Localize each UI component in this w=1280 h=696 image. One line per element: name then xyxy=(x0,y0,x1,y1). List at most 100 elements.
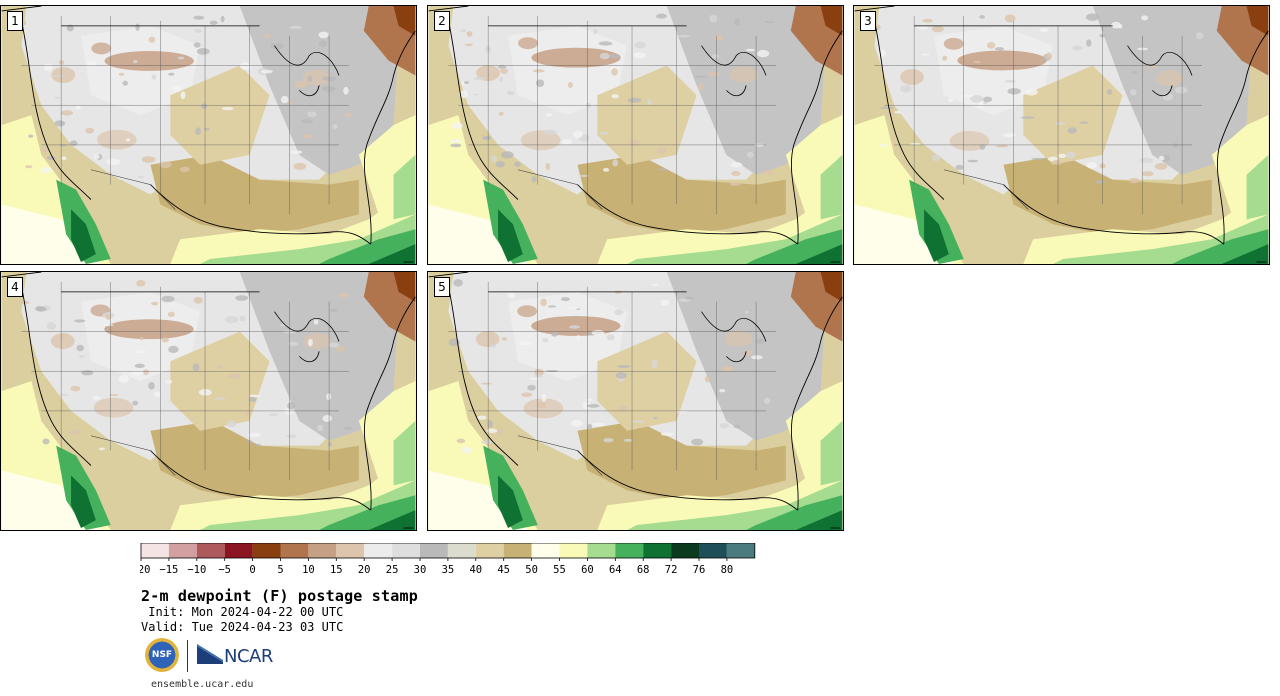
colorbar-tick-label: 35 xyxy=(442,564,455,576)
texture-speckle xyxy=(126,138,131,142)
texture-speckle xyxy=(461,446,472,454)
texture-speckle xyxy=(531,175,537,183)
texture-speckle xyxy=(132,400,139,406)
texture-speckle xyxy=(285,101,292,105)
texture-speckle xyxy=(587,404,600,408)
texture-speckle xyxy=(1052,159,1062,165)
texture-speckle xyxy=(691,438,704,446)
texture-speckle xyxy=(922,18,933,23)
texture-speckle xyxy=(177,56,185,60)
texture-speckle xyxy=(473,76,486,81)
texture-speckle xyxy=(132,59,138,64)
mexico-humid-region xyxy=(483,445,538,530)
texture-speckle xyxy=(660,432,674,436)
southern-tan-region xyxy=(1003,154,1212,235)
texture-speckle xyxy=(153,391,161,398)
texture-speckle xyxy=(647,98,652,106)
texture-speckle xyxy=(1086,13,1100,21)
texture-speckle xyxy=(290,150,303,154)
valid-time: Valid: Tue 2024-04-23 03 UTC xyxy=(141,620,344,634)
northeast-very-dry-corner xyxy=(393,272,416,302)
texture-speckle xyxy=(745,48,756,52)
texture-speckle xyxy=(571,419,583,427)
texture-speckle xyxy=(536,402,546,409)
ncar-logo-text: NCAR xyxy=(224,646,273,667)
colorbar-tick-label: 68 xyxy=(637,564,650,576)
texture-speckle xyxy=(878,143,888,147)
postage-stamp-1: 1 xyxy=(0,5,417,265)
colorbar-tick-label: 20 xyxy=(358,564,371,576)
texture-speckle xyxy=(713,34,724,41)
texture-speckle xyxy=(1004,79,1017,83)
texture-speckle xyxy=(456,438,466,444)
texture-speckle xyxy=(499,76,504,83)
texture-speckle xyxy=(611,94,619,99)
texture-speckle xyxy=(216,364,224,370)
gulf-coastline xyxy=(150,450,372,511)
texture-speckle xyxy=(576,335,581,340)
logo-divider xyxy=(187,640,188,672)
texture-speckle xyxy=(948,98,954,103)
texture-speckle xyxy=(193,15,205,20)
texture-speckle xyxy=(711,54,719,59)
texture-speckle xyxy=(487,420,494,428)
mexico-humid-region xyxy=(909,179,964,264)
northeast-very-dry-corner xyxy=(1246,6,1269,36)
texture-speckle xyxy=(327,441,332,447)
west-coastline xyxy=(428,272,519,466)
texture-speckle xyxy=(542,338,549,343)
texture-speckle xyxy=(746,151,754,158)
gulf-coastline xyxy=(577,450,799,511)
texture-speckle xyxy=(150,301,159,306)
colorbar-swatch xyxy=(615,543,644,558)
texture-speckle xyxy=(43,63,53,71)
texture-speckle xyxy=(1095,180,1104,184)
texture-speckle xyxy=(450,143,462,148)
texture-speckle xyxy=(343,426,353,430)
texture-speckle xyxy=(617,364,631,368)
great-lakes-outline xyxy=(488,25,767,97)
texture-speckle xyxy=(1079,121,1088,124)
texture-speckle xyxy=(755,338,766,345)
texture-speckle xyxy=(731,171,741,176)
dry-patch xyxy=(518,37,538,50)
texture-speckle xyxy=(344,113,353,118)
texture-speckle xyxy=(35,306,44,312)
dry-patch xyxy=(729,66,758,83)
northeast-very-dry-corner xyxy=(393,6,416,36)
texture-speckle xyxy=(161,295,175,303)
texture-speckle xyxy=(598,41,613,46)
texture-speckle xyxy=(880,106,895,109)
texture-speckle xyxy=(301,119,314,124)
texture-speckle xyxy=(141,156,156,163)
texture-speckle xyxy=(1131,70,1138,75)
texture-speckle xyxy=(85,127,95,134)
texture-speckle xyxy=(58,60,65,65)
colorbar-swatch xyxy=(280,543,309,558)
texture-speckle xyxy=(498,111,504,116)
dry-patch xyxy=(50,333,75,350)
texture-speckle xyxy=(630,420,645,423)
gulf-coastline xyxy=(1003,184,1225,245)
texture-speckle xyxy=(709,14,718,23)
texture-speckle xyxy=(707,71,721,76)
texture-speckle xyxy=(1099,34,1106,38)
texture-speckle xyxy=(172,85,182,93)
texture-speckle xyxy=(909,142,921,146)
texture-speckle xyxy=(179,166,190,173)
texture-speckle xyxy=(463,80,470,85)
postage-stamp-4: 4 xyxy=(0,271,417,531)
dry-patch xyxy=(520,130,561,151)
texture-speckle xyxy=(168,345,179,354)
texture-speckle xyxy=(137,175,145,179)
texture-speckle xyxy=(307,75,313,82)
texture-speckle xyxy=(900,84,912,93)
texture-speckle xyxy=(970,95,984,103)
texture-speckle xyxy=(1196,32,1204,40)
texture-speckle xyxy=(518,341,533,346)
texture-speckle xyxy=(1054,121,1065,126)
colorbar-tick-label: 30 xyxy=(414,564,427,576)
texture-speckle xyxy=(76,344,85,352)
texture-speckle xyxy=(459,90,468,99)
stamp-number-label: 3 xyxy=(860,11,876,31)
